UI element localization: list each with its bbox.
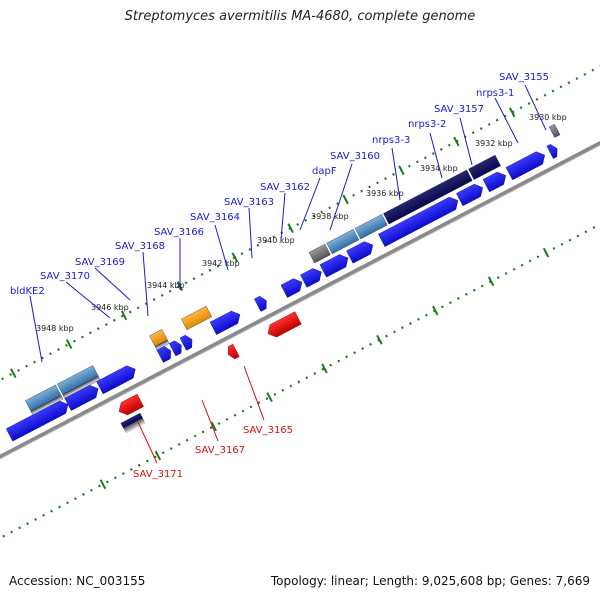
gene-label[interactable]: SAV_3162 bbox=[260, 182, 310, 193]
forward-cds[interactable] bbox=[300, 266, 324, 288]
rna-feature[interactable] bbox=[181, 305, 212, 330]
scale-label: 3930 kbp bbox=[529, 113, 567, 122]
scale-label: 3944 kbp bbox=[147, 281, 185, 290]
gene-bar-shade bbox=[30, 395, 64, 416]
gene-label[interactable]: SAV_3163 bbox=[224, 197, 274, 208]
forward-cds[interactable] bbox=[456, 181, 486, 207]
forward-feature-track bbox=[25, 123, 561, 416]
reverse-leader-lines bbox=[137, 365, 265, 464]
gene-bar[interactable] bbox=[308, 243, 331, 264]
gene-bar[interactable] bbox=[548, 123, 561, 138]
gene-bar-shade bbox=[62, 375, 101, 399]
genome-axis bbox=[0, 112, 600, 488]
forward-cds[interactable] bbox=[179, 333, 195, 351]
scale-label: 3940 kbp bbox=[257, 236, 295, 245]
gene-label[interactable]: nrps3-3 bbox=[372, 135, 410, 146]
reverse-feature-track bbox=[120, 412, 146, 434]
gene-label[interactable]: SAV_3165 bbox=[243, 425, 293, 436]
forward-cds[interactable] bbox=[96, 363, 139, 395]
gene-label[interactable]: SAV_3157 bbox=[434, 104, 484, 115]
lower-scale-ticks bbox=[99, 247, 550, 490]
scale-label: 3948 kbp bbox=[36, 324, 74, 333]
forward-cds-track bbox=[5, 142, 561, 442]
gene-label[interactable]: SAV_3166 bbox=[154, 227, 204, 238]
lower-scale-line bbox=[0, 177, 600, 551]
forward-cds[interactable] bbox=[169, 339, 184, 357]
scale-label: 3946 kbp bbox=[91, 303, 129, 312]
gene-bar-shade bbox=[154, 339, 170, 351]
gene-label[interactable]: SAV_3160 bbox=[330, 151, 380, 162]
gene-label[interactable]: SAV_3168 bbox=[115, 241, 165, 252]
reverse-cds[interactable] bbox=[116, 393, 144, 418]
map-title: Streptomyces avermitilis MA-4680, comple… bbox=[124, 9, 476, 24]
gene-bar[interactable] bbox=[326, 229, 360, 254]
gene-label[interactable]: dapF bbox=[312, 166, 337, 177]
gene-label[interactable]: SAV_3170 bbox=[40, 271, 90, 282]
gene-bar[interactable] bbox=[120, 412, 143, 429]
forward-cds[interactable] bbox=[378, 194, 461, 247]
gene-label[interactable]: SAV_3169 bbox=[75, 257, 125, 268]
forward-cds[interactable] bbox=[505, 149, 548, 181]
gene-label[interactable]: SAV_3155 bbox=[499, 72, 549, 83]
forward-cds[interactable] bbox=[209, 308, 243, 335]
reverse-cds[interactable] bbox=[225, 343, 240, 361]
forward-cds[interactable] bbox=[319, 252, 351, 278]
gene-bar[interactable] bbox=[383, 169, 473, 225]
accession-text: Accession: NC_003155 bbox=[9, 574, 146, 588]
scale-labels: 3948 kbp 3946 kbp 3944 kbp 3942 kbp 3940… bbox=[36, 113, 567, 333]
gene-bar[interactable] bbox=[468, 154, 501, 180]
forward-cds[interactable] bbox=[482, 169, 509, 193]
forward-gene-labels: bldKE2 SAV_3170 SAV_3169 SAV_3168 SAV_31… bbox=[10, 72, 549, 297]
genome-axis-shadow bbox=[0, 116, 600, 488]
gene-bar[interactable] bbox=[354, 214, 388, 240]
scale-label: 3936 kbp bbox=[366, 189, 404, 198]
gene-label[interactable]: SAV_3164 bbox=[190, 212, 240, 223]
gene-label[interactable]: nrps3-2 bbox=[408, 119, 446, 130]
reverse-cds-track bbox=[116, 311, 302, 418]
forward-leader-lines bbox=[29, 84, 547, 363]
scale-label: 3934 kbp bbox=[420, 164, 458, 173]
forward-cds[interactable] bbox=[280, 276, 305, 298]
gene-label[interactable]: nrps3-1 bbox=[476, 88, 514, 99]
gene-bar-shade bbox=[123, 418, 146, 434]
reverse-gene-labels: SAV_3171 SAV_3167 SAV_3165 bbox=[133, 425, 293, 480]
reverse-cds[interactable] bbox=[265, 311, 302, 340]
forward-cds[interactable] bbox=[254, 294, 269, 312]
scale-label: 3932 kbp bbox=[475, 139, 513, 148]
scale-label: 3942 kbp bbox=[202, 259, 240, 268]
gene-label[interactable]: bldKE2 bbox=[10, 286, 45, 297]
forward-cds[interactable] bbox=[546, 142, 561, 159]
gene-label[interactable]: SAV_3167 bbox=[195, 445, 245, 456]
scale-label: 3938 kbp bbox=[311, 212, 349, 221]
topology-text: Topology: linear; Length: 9,025,608 bp; … bbox=[270, 574, 590, 588]
forward-cds[interactable] bbox=[346, 239, 377, 264]
gene-label[interactable]: SAV_3171 bbox=[133, 469, 183, 480]
